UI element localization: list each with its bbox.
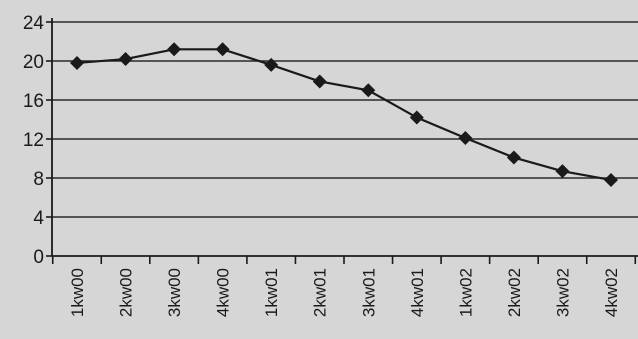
- x-tick-label: 3kw02: [553, 268, 572, 317]
- data-point-marker: [70, 55, 84, 70]
- y-tick-labels: 0 4 8 12 16 20 24: [23, 13, 45, 268]
- x-tick-label: 3kw00: [165, 268, 184, 317]
- x-tick-labels: 1kw00 2kw00 3kw00 4kw00 1kw01 2kw01 3kw01 4kw01…: [68, 268, 621, 317]
- data-point-marker: [264, 57, 279, 72]
- y-tick-label: 8: [33, 169, 44, 190]
- data-point-marker: [555, 164, 570, 179]
- x-tick-label: 2kw01: [311, 268, 330, 317]
- x-tick-label: 3kw01: [359, 268, 378, 317]
- series: [70, 42, 618, 187]
- series-line: [76, 48, 612, 182]
- data-point-marker: [458, 131, 473, 146]
- data-point-marker: [312, 74, 327, 89]
- axes: [46, 18, 638, 264]
- y-tick-label: 12: [23, 130, 44, 151]
- x-tick-label: 4kw02: [602, 268, 621, 317]
- x-tick-label: 4kw01: [408, 268, 427, 317]
- data-point-marker: [506, 150, 521, 165]
- data-point-marker: [118, 52, 133, 67]
- data-point-marker: [215, 42, 230, 57]
- x-tick-label: 1kw00: [68, 268, 87, 317]
- data-point-marker: [604, 172, 618, 187]
- x-tick-label: 1kw01: [262, 268, 281, 317]
- x-tick-label: 1kw02: [456, 268, 475, 317]
- x-tick-label: 2kw02: [505, 268, 524, 317]
- data-point-marker: [361, 83, 376, 98]
- y-tick-label: 0: [33, 247, 44, 268]
- y-tick-label: 24: [23, 13, 45, 34]
- y-tick-label: 20: [23, 52, 44, 73]
- x-tick-label: 4kw00: [214, 268, 233, 317]
- data-point-marker: [409, 110, 424, 125]
- y-tick-label: 16: [23, 91, 44, 112]
- gridlines: [52, 21, 638, 218]
- x-tick-label: 2kw00: [117, 268, 136, 317]
- y-tick-label: 4: [33, 208, 44, 229]
- data-point-marker: [167, 42, 182, 57]
